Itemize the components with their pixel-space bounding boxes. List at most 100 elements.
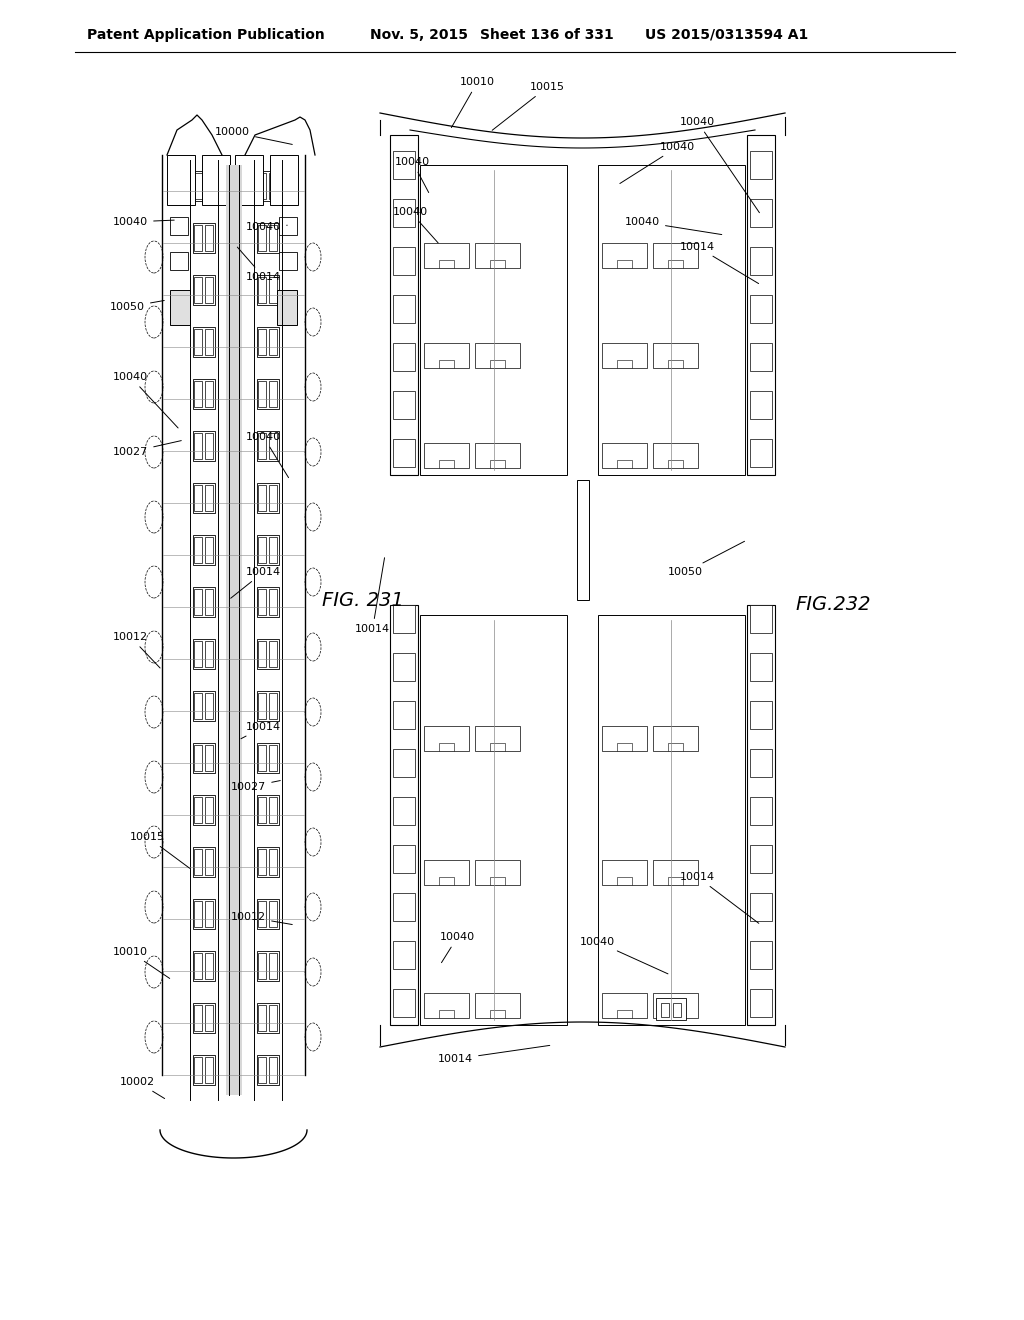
Bar — [205, 277, 213, 304]
Bar — [257, 847, 279, 876]
Text: 10040: 10040 — [680, 117, 760, 213]
Bar — [269, 797, 278, 822]
Bar — [269, 849, 278, 875]
Bar — [270, 154, 298, 205]
Text: 10040: 10040 — [395, 157, 430, 193]
Bar — [616, 260, 632, 268]
Bar — [750, 941, 772, 969]
Text: 10040: 10040 — [246, 222, 287, 232]
Bar — [205, 849, 213, 875]
Bar — [490, 743, 505, 751]
Bar — [257, 795, 279, 825]
Bar — [439, 743, 454, 751]
Bar — [194, 849, 202, 875]
Bar — [668, 360, 683, 368]
Bar — [205, 1057, 213, 1082]
Bar — [257, 950, 279, 981]
Bar — [269, 1057, 278, 1082]
Text: FIG. 231: FIG. 231 — [322, 590, 403, 610]
Bar — [194, 484, 202, 511]
Bar — [279, 216, 297, 235]
Bar — [475, 726, 520, 751]
Bar — [205, 537, 213, 564]
Bar — [205, 797, 213, 822]
Text: 10010: 10010 — [452, 77, 495, 128]
Bar — [193, 432, 215, 461]
Bar — [258, 537, 266, 564]
Bar — [257, 639, 279, 669]
Bar — [652, 726, 697, 751]
Bar — [750, 199, 772, 227]
Text: 10012: 10012 — [231, 912, 292, 924]
Bar — [205, 224, 213, 251]
Bar — [424, 859, 469, 884]
Bar — [269, 589, 278, 615]
Bar — [257, 327, 279, 356]
Bar — [393, 391, 415, 418]
Bar — [393, 894, 415, 921]
Bar — [750, 150, 772, 180]
Bar — [170, 252, 188, 271]
Bar — [257, 587, 279, 616]
Bar — [420, 615, 567, 1026]
Bar — [439, 260, 454, 268]
Text: 10040: 10040 — [113, 372, 178, 428]
Bar — [750, 247, 772, 275]
Bar — [393, 199, 415, 227]
Bar — [390, 135, 418, 475]
Bar — [616, 1010, 632, 1018]
Bar — [750, 894, 772, 921]
Bar — [225, 165, 242, 1096]
Bar — [258, 224, 266, 251]
Bar — [616, 743, 632, 751]
Bar — [601, 444, 646, 469]
Bar — [577, 480, 589, 601]
Bar — [616, 459, 632, 469]
Bar — [652, 993, 697, 1018]
Bar — [194, 589, 202, 615]
Bar — [193, 483, 215, 513]
Bar — [257, 432, 279, 461]
Bar — [257, 275, 279, 305]
Bar — [258, 744, 266, 771]
Bar — [597, 615, 744, 1026]
Bar — [278, 290, 297, 325]
Bar — [258, 953, 266, 979]
Bar — [475, 444, 520, 469]
Bar — [660, 1003, 669, 1016]
Bar — [750, 294, 772, 323]
Bar — [269, 744, 278, 771]
Bar — [205, 381, 213, 407]
Bar — [258, 1057, 266, 1082]
Bar — [420, 165, 567, 475]
Bar — [390, 605, 418, 1026]
Text: Nov. 5, 2015: Nov. 5, 2015 — [370, 28, 468, 42]
Bar — [393, 989, 415, 1016]
Bar — [750, 343, 772, 371]
Bar — [490, 260, 505, 268]
Bar — [269, 953, 278, 979]
Bar — [269, 1005, 278, 1031]
Bar — [193, 899, 215, 929]
Text: 10015: 10015 — [130, 832, 189, 869]
Bar — [193, 535, 215, 565]
Text: 10002: 10002 — [120, 1077, 165, 1098]
Bar — [393, 150, 415, 180]
Text: 10040: 10040 — [625, 216, 722, 235]
Bar — [269, 277, 278, 304]
Bar — [750, 748, 772, 777]
Text: 10027: 10027 — [231, 780, 281, 792]
Bar — [257, 483, 279, 513]
Bar — [193, 587, 215, 616]
Bar — [490, 360, 505, 368]
Bar — [269, 224, 278, 251]
Bar — [194, 902, 202, 927]
Text: 10040: 10040 — [246, 432, 289, 478]
Bar — [475, 993, 520, 1018]
Bar — [193, 950, 215, 981]
Text: Sheet 136 of 331: Sheet 136 of 331 — [480, 28, 613, 42]
Bar — [601, 726, 646, 751]
Bar — [393, 653, 415, 681]
Bar — [269, 537, 278, 564]
Bar — [269, 381, 278, 407]
